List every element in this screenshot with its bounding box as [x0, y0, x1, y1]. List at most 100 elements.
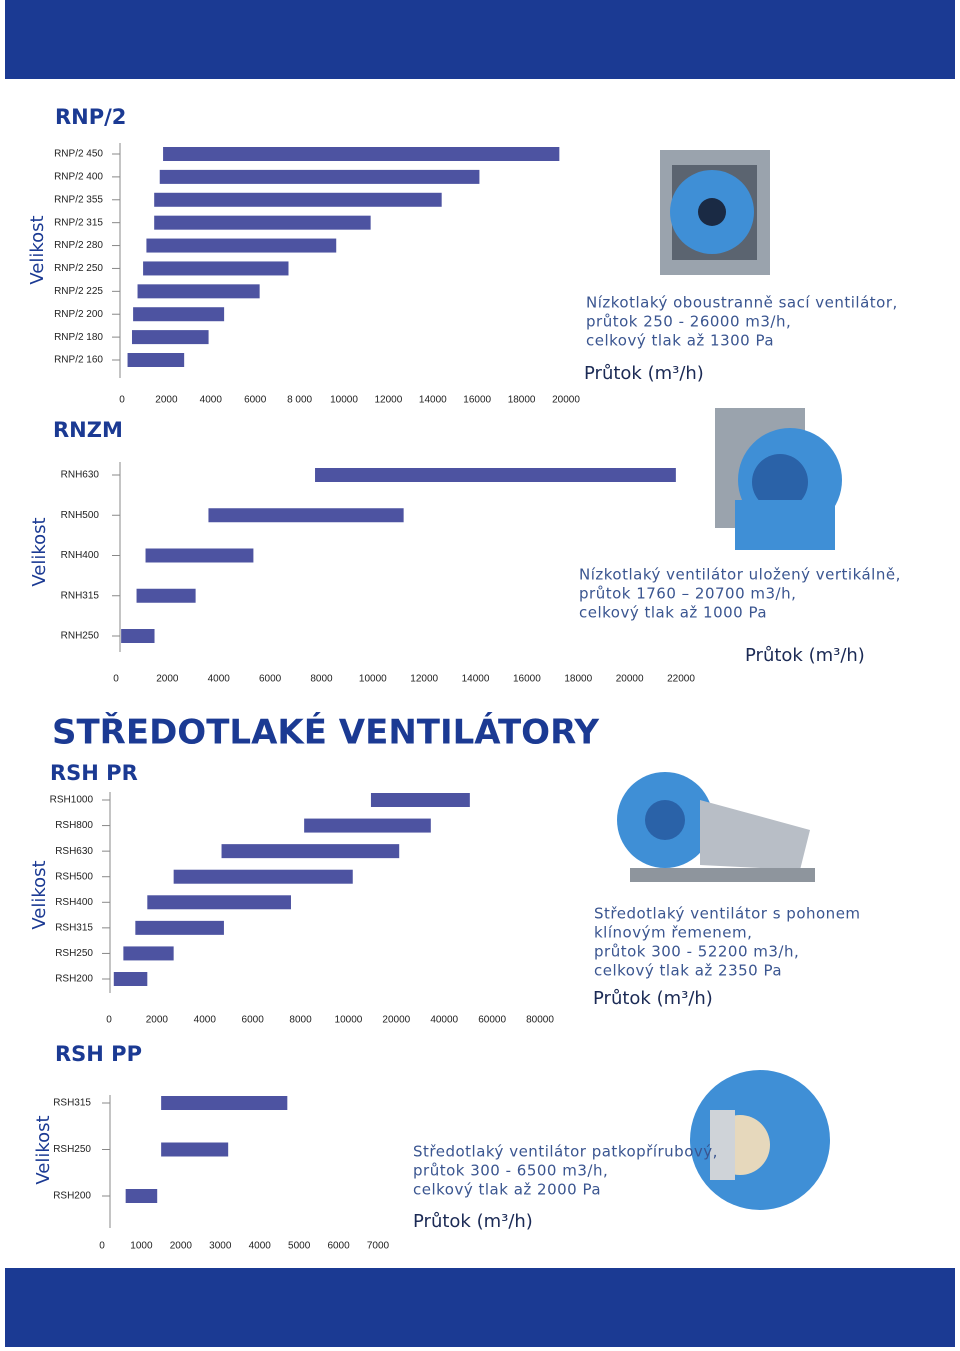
- description-line: celkový tlak až 2350 Pa: [594, 962, 782, 980]
- top-band: [5, 0, 955, 79]
- bar: [173, 869, 353, 884]
- category-label: RSH400: [55, 897, 93, 908]
- bar: [131, 330, 209, 345]
- x-tick-label: 10000: [330, 395, 358, 406]
- description-line: celkový tlak až 1300 Pa: [586, 332, 774, 350]
- fan-image: [660, 150, 770, 275]
- x-tick-label: 4000: [208, 674, 231, 685]
- bar: [161, 1096, 288, 1110]
- x-tick-label: 2000: [155, 395, 178, 406]
- fan-image: [715, 408, 842, 550]
- bar: [370, 793, 470, 807]
- description-line: klínovým řemenem,: [594, 924, 752, 942]
- category-label: RSH315: [55, 922, 93, 933]
- description-line: průtok 1760 – 20700 m3/h,: [579, 585, 796, 603]
- x-tick-label: 7000: [367, 1241, 390, 1252]
- x-tick-label: 60000: [478, 1015, 506, 1026]
- description-line: průtok 300 - 6500 m3/h,: [413, 1162, 608, 1180]
- x-tick-label: 20000: [616, 674, 644, 685]
- x-tick-label: 6000: [259, 674, 282, 685]
- category-label: RSH800: [55, 820, 93, 831]
- category-label: RNH500: [61, 510, 100, 521]
- bar: [136, 588, 196, 603]
- bar: [163, 147, 560, 161]
- y-axis-label: Velikost: [27, 215, 48, 284]
- x-tick-label: 18000: [564, 674, 592, 685]
- bar: [147, 895, 291, 910]
- bar: [137, 284, 260, 299]
- bar: [127, 353, 185, 367]
- x-tick-label: 16000: [463, 395, 491, 406]
- bar: [208, 508, 404, 523]
- x-tick-label: 14000: [462, 674, 490, 685]
- bar: [154, 215, 371, 230]
- chart-title: RSH PR: [50, 761, 138, 785]
- bar: [135, 920, 224, 935]
- x-tick-label: 6000: [327, 1241, 350, 1252]
- category-label: RSH200: [53, 1191, 91, 1202]
- x-axis-label: Průtok (m³/h): [413, 1211, 533, 1232]
- category-label: RSH1000: [50, 795, 94, 806]
- category-label: RNH250: [61, 631, 100, 642]
- bottom-band: [5, 1268, 955, 1347]
- x-tick-label: 8000: [289, 1015, 312, 1026]
- category-label: RNH630: [61, 470, 100, 481]
- bar: [146, 238, 337, 253]
- x-tick-label: 80000: [526, 1015, 554, 1026]
- x-axis-label: Průtok (m³/h): [593, 988, 713, 1009]
- x-tick-label: 22000: [667, 674, 695, 685]
- bar: [143, 261, 289, 276]
- description-line: celkový tlak až 1000 Pa: [579, 604, 767, 622]
- bar: [113, 972, 148, 986]
- bar: [154, 192, 442, 207]
- category-label: RSH250: [53, 1144, 91, 1155]
- bar: [159, 169, 480, 184]
- category-label: RNP/2 250: [54, 263, 103, 274]
- x-tick-label: 40000: [430, 1015, 458, 1026]
- bar: [145, 548, 254, 563]
- x-tick-label: 3000: [209, 1241, 232, 1252]
- fan-image: [617, 772, 815, 882]
- x-tick-label: 20000: [382, 1015, 410, 1026]
- category-label: RSH500: [55, 871, 93, 882]
- category-label: RSH200: [55, 974, 93, 985]
- x-tick-label: 0: [99, 1241, 105, 1252]
- x-tick-label: 4000: [194, 1015, 217, 1026]
- x-tick-label: 0: [119, 395, 125, 406]
- x-tick-label: 0: [106, 1015, 112, 1026]
- chart-title: RNZM: [53, 418, 123, 442]
- description-line: Nízkotlaký ventilátor uložený vertikálně…: [579, 566, 901, 584]
- x-tick-label: 2000: [156, 674, 179, 685]
- bar: [125, 1189, 158, 1203]
- description-line: Středotlaký ventilátor s pohonem: [594, 905, 861, 923]
- x-tick-label: 4000: [249, 1241, 272, 1252]
- x-tick-label: 8 000: [287, 395, 312, 406]
- category-label: RNP/2 355: [54, 194, 103, 205]
- category-label: RNH315: [61, 590, 100, 601]
- description-line: celkový tlak až 2000 Pa: [413, 1181, 601, 1199]
- x-tick-label: 2000: [170, 1241, 193, 1252]
- description-line: průtok 250 - 26000 m3/h,: [586, 313, 791, 331]
- category-label: RSH315: [53, 1098, 91, 1109]
- category-label: RNP/2 180: [54, 332, 103, 343]
- bar: [221, 844, 400, 859]
- fan-image: [690, 1070, 830, 1210]
- section-heading: STŘEDOTLAKÉ VENTILÁTORY: [52, 712, 599, 753]
- x-tick-label: 2000: [146, 1015, 169, 1026]
- x-tick-label: 10000: [359, 674, 387, 685]
- x-axis-label: Průtok (m³/h): [584, 363, 704, 384]
- y-axis-label: Velikost: [29, 517, 50, 586]
- x-tick-label: 1000: [130, 1241, 153, 1252]
- x-tick-label: 4000: [200, 395, 223, 406]
- category-label: RNP/2 315: [54, 217, 103, 228]
- x-tick-label: 8000: [310, 674, 333, 685]
- x-tick-label: 12000: [374, 395, 402, 406]
- category-label: RNP/2 280: [54, 240, 103, 251]
- category-label: RNH400: [61, 550, 100, 561]
- bar: [133, 307, 225, 322]
- category-label: RSH630: [55, 846, 93, 857]
- category-label: RNP/2 225: [54, 286, 103, 297]
- category-label: RNP/2 160: [54, 355, 103, 366]
- category-label: RNP/2 200: [54, 309, 103, 320]
